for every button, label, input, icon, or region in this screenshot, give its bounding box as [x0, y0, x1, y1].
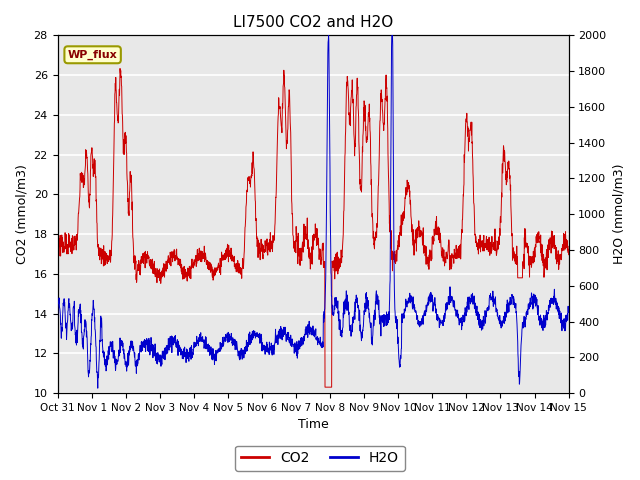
Y-axis label: H2O (mmol/m3): H2O (mmol/m3) — [612, 164, 625, 264]
X-axis label: Time: Time — [298, 419, 328, 432]
Legend: CO2, H2O: CO2, H2O — [236, 445, 404, 471]
Y-axis label: CO2 (mmol/m3): CO2 (mmol/m3) — [15, 164, 28, 264]
Title: LI7500 CO2 and H2O: LI7500 CO2 and H2O — [233, 15, 393, 30]
Text: WP_flux: WP_flux — [68, 49, 118, 60]
